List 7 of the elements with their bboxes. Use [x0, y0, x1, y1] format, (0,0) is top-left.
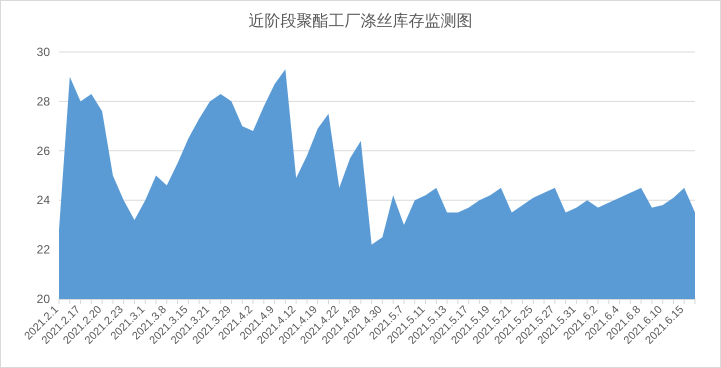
y-tick-label: 22: [36, 242, 50, 257]
y-tick-label: 28: [36, 94, 50, 108]
y-tick-label: 30: [36, 45, 50, 59]
y-tick-label: 24: [36, 193, 50, 208]
y-tick-label: 20: [36, 292, 50, 306]
y-tick-label: 26: [36, 144, 50, 158]
chart-title: 近阶段聚酯工厂涤丝库存监测图: [248, 12, 472, 30]
